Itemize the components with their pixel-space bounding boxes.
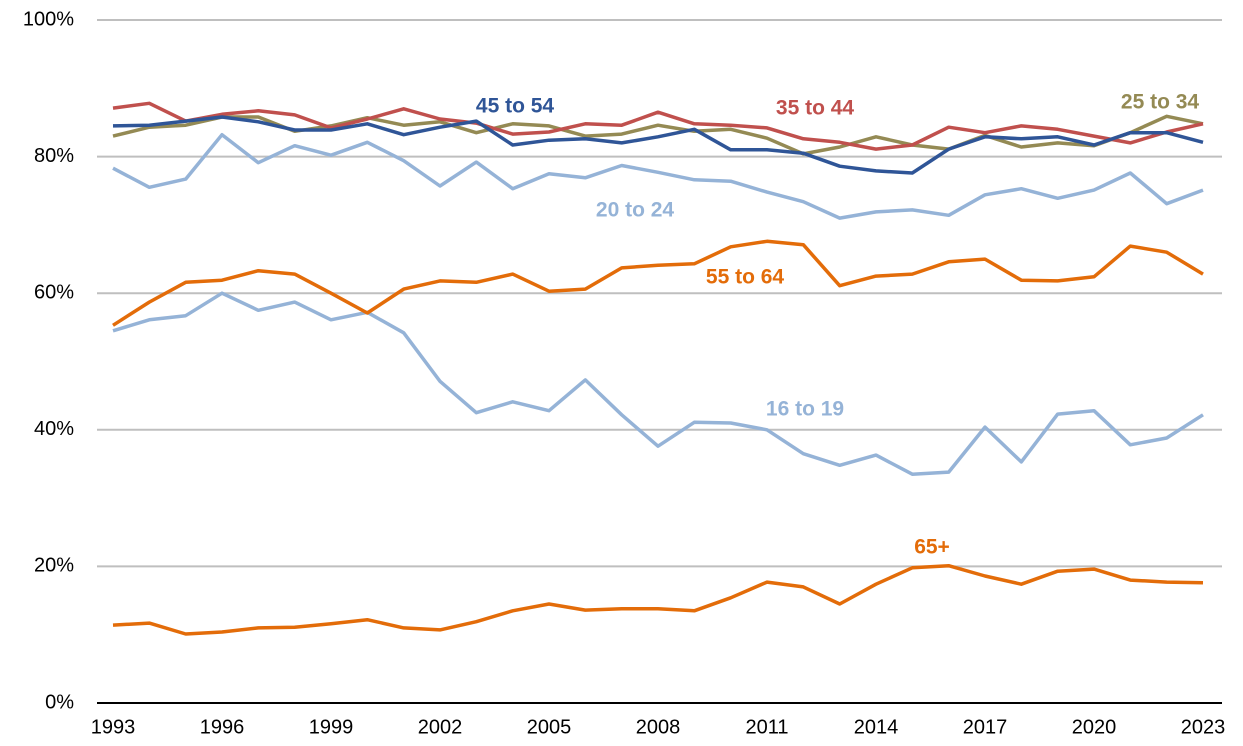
y-tick-label: 80% [34,145,74,167]
series-label: 20 to 24 [596,199,675,222]
series-line [112,132,1204,220]
x-tick-label: 2023 [1181,716,1226,738]
series-line [112,101,1204,151]
x-tick-label: 2020 [1072,716,1117,738]
series-label: 25 to 34 [1121,91,1200,114]
series-label: 55 to 64 [706,266,785,289]
x-tick-label: 2002 [418,716,463,738]
series-line [112,239,1204,327]
series-label: 35 to 44 [776,97,855,120]
x-tick-label: 2008 [636,716,681,738]
y-tick-label: 40% [34,418,74,440]
x-tick-label: 2017 [963,716,1008,738]
y-tick-label: 0% [45,691,74,713]
x-tick-label: 1999 [309,716,354,738]
x-tick-label: 2014 [854,716,899,738]
x-tick-label: 2011 [745,716,788,738]
series-label: 45 to 54 [476,95,555,118]
series-label: 16 to 19 [766,398,844,421]
series-line [112,291,1204,476]
series-line [112,563,1204,636]
series-label: 65+ [914,536,950,559]
x-tick-label: 1996 [200,716,245,738]
x-tick-label: 2005 [527,716,572,738]
y-tick-label: 100% [23,8,74,30]
series-line [112,115,1204,175]
x-tick-label: 1993 [91,716,136,738]
y-tick-label: 60% [34,281,74,303]
y-tick-label: 20% [34,555,74,577]
